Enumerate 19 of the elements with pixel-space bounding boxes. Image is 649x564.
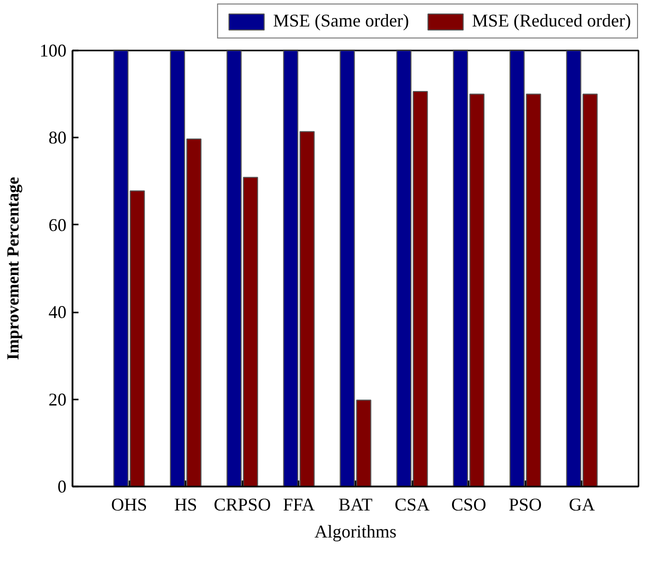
legend-label: MSE (Reduced order): [472, 10, 631, 32]
y-tick-label: 60: [48, 214, 66, 235]
x-tick-label: GA: [568, 494, 595, 514]
x-tick-label: HS: [174, 494, 198, 514]
y-tick-label: 0: [58, 476, 66, 496]
x-axis-title: Algorithms: [314, 522, 397, 542]
legend-label: MSE (Same order): [273, 10, 410, 32]
x-tick-label: OHS: [111, 494, 148, 514]
x-tick-label: PSO: [508, 494, 542, 514]
y-tick-label: 100: [40, 40, 66, 60]
y-tick-label: 80: [48, 128, 66, 148]
x-tick-label: CRPSO: [214, 494, 271, 514]
y-axis-title: Improvement Percentage: [4, 176, 22, 360]
x-tick-label: FFA: [283, 494, 315, 514]
y-tick-label: 20: [48, 389, 66, 410]
x-tick-label: BAT: [338, 494, 373, 514]
y-tick-label: 40: [48, 302, 66, 322]
x-tick-label: CSA: [394, 494, 430, 514]
x-tick-label: CSO: [451, 494, 486, 514]
